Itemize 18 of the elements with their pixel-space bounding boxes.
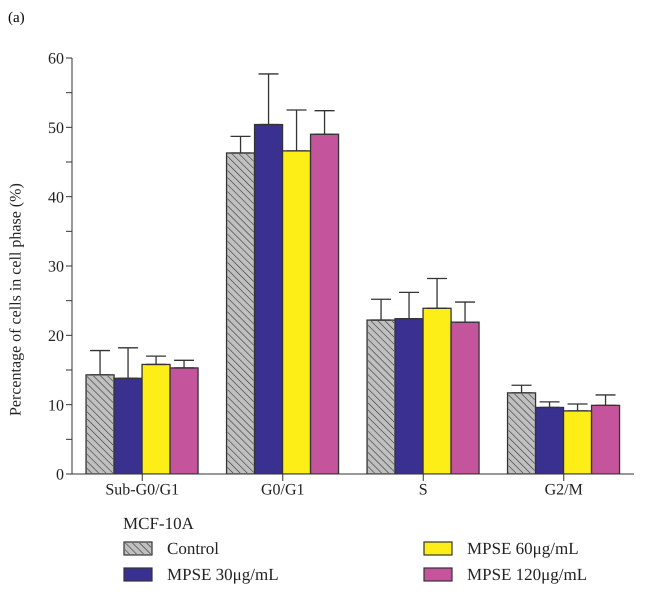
legend-label: Control: [167, 539, 219, 559]
y-tick-label: 60: [48, 50, 64, 68]
legend-title: MCF-10A: [123, 514, 195, 534]
x-tick-label: G0/G1: [260, 481, 305, 498]
y-tick-label: 40: [48, 189, 64, 206]
y-tick-label: 50: [48, 120, 64, 138]
y-tick-label: 30: [48, 258, 64, 276]
y-tick-label: 10: [48, 397, 64, 414]
legend-label: MPSE 60μg/mL: [467, 539, 579, 559]
x-tick-label: G2/M: [544, 481, 583, 498]
y-tick-label: 20: [48, 328, 64, 346]
legend-label: MPSE 120μg/mL: [467, 565, 588, 585]
x-tick-label: Sub-G0/G1: [105, 481, 180, 498]
y-tick-label: 0: [56, 466, 64, 484]
x-tick-label: S: [418, 481, 428, 498]
text: (a): [8, 10, 25, 27]
y-axis-title: Percentage of cells in cell phase (%): [8, 183, 25, 416]
legend-label: MPSE 30μg/mL: [167, 565, 279, 585]
